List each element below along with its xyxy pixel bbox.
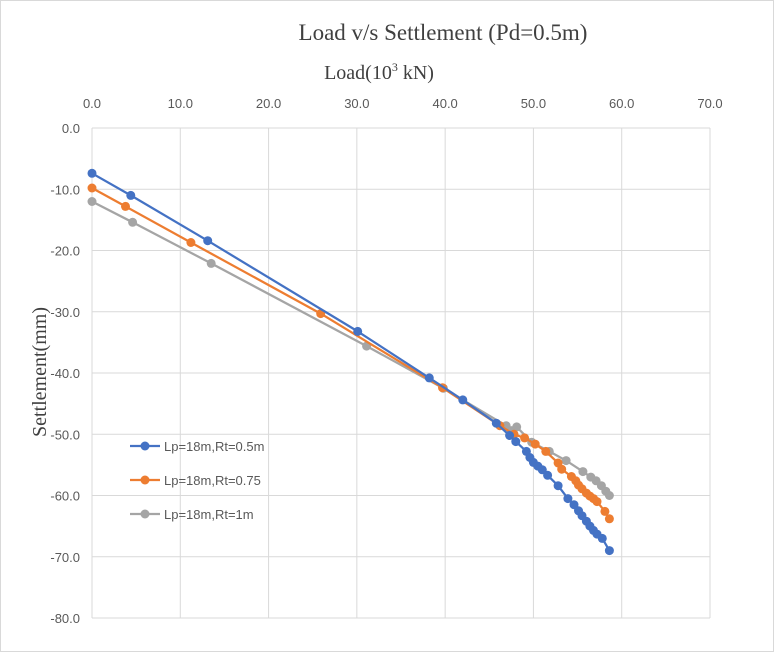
legend-item: Lp=18m,Rt=0.75 [130, 473, 261, 488]
y-tick-label: -50.0 [50, 427, 80, 442]
data-point [505, 431, 515, 440]
data-point [563, 494, 573, 504]
legend-swatch-marker [140, 441, 150, 451]
x-tick-label: 40.0 [432, 96, 457, 111]
data-point [87, 197, 97, 206]
tick-labels: 0.0 10.0 20.0 30.0 40.0 50.0 60.0 70.0 0.0 -10.0 -… [50, 96, 722, 626]
x-axis-label: Load(103 kN) [324, 60, 434, 84]
data-point [353, 326, 363, 336]
data-point [206, 258, 216, 268]
y-tick-label: -10.0 [50, 182, 80, 197]
y-axis-label: Settlement(mm) [29, 307, 51, 437]
data-point [592, 497, 602, 507]
data-point [203, 236, 213, 246]
y-tick-label: -30.0 [50, 305, 80, 320]
data-point [543, 470, 553, 480]
data-point [557, 464, 567, 474]
data-point [87, 183, 97, 193]
legend-label: Lp=18m,Rt=1m [164, 507, 254, 522]
data-point [553, 481, 563, 491]
series-1 [87, 168, 614, 556]
data-point [458, 395, 468, 405]
data-point [530, 439, 540, 449]
data-point [87, 168, 97, 178]
legend-item: Lp=18m,Rt=1m [130, 507, 254, 522]
data-point [541, 446, 551, 456]
y-tick-label: -70.0 [50, 550, 80, 565]
data-point [597, 533, 607, 543]
data-point [604, 546, 614, 556]
data-point [604, 514, 614, 524]
data-point [186, 238, 196, 247]
x-tick-label: 60.0 [609, 96, 634, 111]
x-tick-label: 30.0 [344, 96, 369, 111]
series-layer [87, 168, 614, 556]
data-point [512, 422, 522, 432]
x-tick-label: 70.0 [697, 96, 722, 111]
data-point [424, 373, 434, 383]
legend: Lp=18m,Rt=0.5m Lp=18m,Rt=0.75 Lp=18m,Rt=1m [130, 439, 264, 522]
gridlines [91, 127, 711, 619]
y-tick-label: 0.0 [62, 121, 80, 136]
y-tick-label: -20.0 [50, 244, 80, 259]
data-point [511, 437, 521, 447]
x-tick-label: 0.0 [83, 96, 101, 111]
x-tick-label: 50.0 [521, 96, 546, 111]
data-point [126, 190, 136, 200]
data-point [520, 433, 530, 443]
data-point [121, 201, 130, 211]
y-tick-label: -40.0 [50, 366, 80, 381]
y-tick-label: -80.0 [50, 611, 80, 626]
legend-swatch-marker [140, 475, 150, 485]
legend-item: Lp=18m,Rt=0.5m [130, 439, 264, 454]
legend-label: Lp=18m,Rt=0.75 [164, 473, 261, 488]
y-tick-label: -60.0 [50, 489, 80, 504]
x-tick-label: 20.0 [256, 96, 281, 111]
data-point [600, 506, 610, 516]
data-point [128, 217, 138, 227]
x-tick-label: 10.0 [168, 96, 193, 111]
data-point [561, 456, 571, 466]
legend-label: Lp=18m,Rt=0.5m [164, 439, 264, 454]
data-point [578, 467, 588, 477]
data-point [604, 491, 614, 500]
chart-title: Load v/s Settlement (Pd=0.5m) [299, 20, 588, 45]
legend-swatch-marker [140, 509, 150, 519]
data-point [491, 418, 501, 428]
